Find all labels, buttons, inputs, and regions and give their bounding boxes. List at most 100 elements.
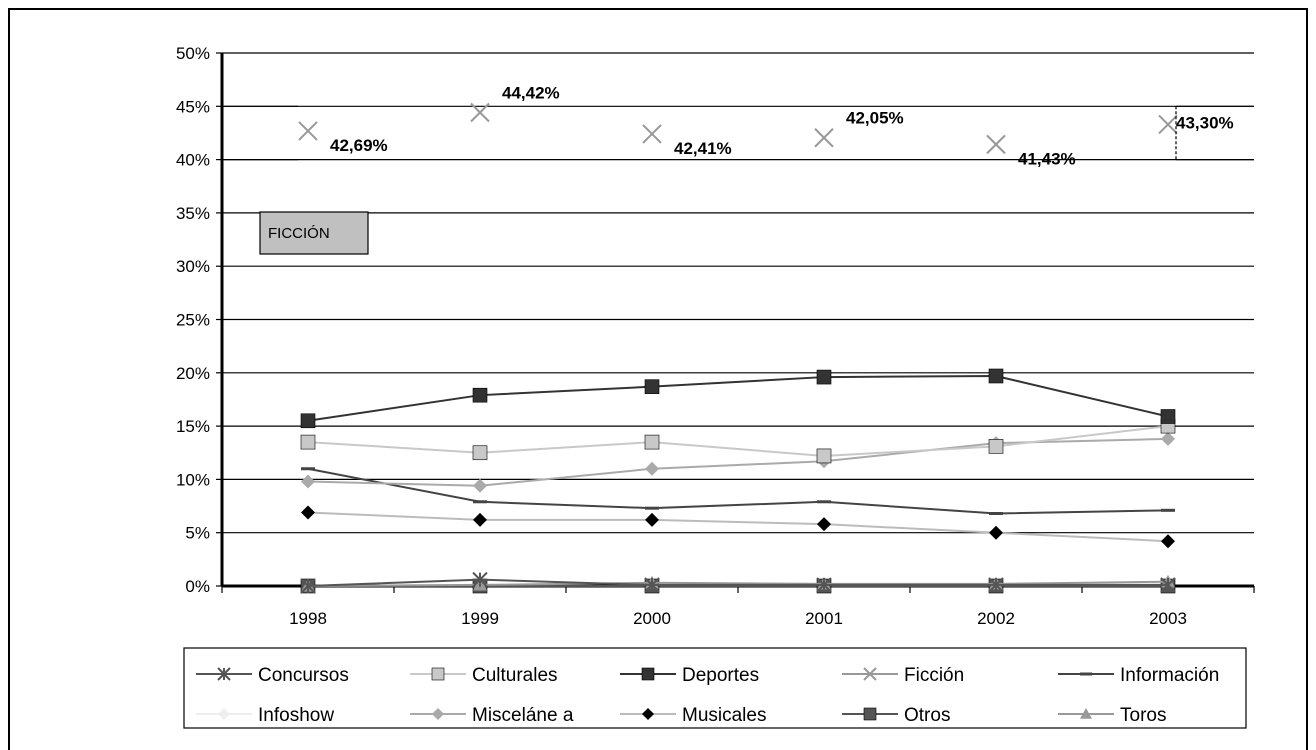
series-line bbox=[307, 374, 1169, 422]
data-point bbox=[988, 368, 1004, 384]
series-line bbox=[307, 578, 1168, 587]
data-point bbox=[300, 434, 316, 450]
legend-label: Misceláne a bbox=[472, 705, 574, 726]
y-tick-label: 15% bbox=[176, 417, 210, 436]
ficcion-annotation: FICCIÓN bbox=[259, 211, 369, 255]
series-informaci-n bbox=[301, 467, 1175, 516]
legend-entry: Culturales bbox=[410, 665, 558, 686]
data-point bbox=[817, 517, 831, 532]
data-point bbox=[644, 379, 660, 394]
legend-entry: Deportes bbox=[620, 665, 759, 686]
data-point bbox=[863, 667, 877, 681]
data-point bbox=[644, 434, 660, 450]
x-tick-label: 2000 bbox=[633, 609, 671, 628]
marker-stroke bbox=[642, 124, 662, 144]
legend-entry: Misceláne a bbox=[410, 705, 574, 726]
data-label: 42,05% bbox=[846, 109, 904, 128]
legend-entry: Otros bbox=[842, 705, 950, 726]
gridlines bbox=[222, 52, 1254, 534]
series-line bbox=[307, 580, 1169, 587]
legend-label: Deportes bbox=[682, 665, 759, 686]
series-line bbox=[307, 425, 1169, 457]
data-point bbox=[986, 134, 1006, 155]
y-axis: 0% 5% 10% 15% 20% 25% 30% 35% 40% 45% 50% bbox=[176, 44, 224, 596]
series-ficci-n bbox=[298, 102, 1178, 155]
data-point bbox=[431, 667, 445, 681]
data-point bbox=[473, 478, 487, 493]
y-tick-label: 10% bbox=[176, 470, 210, 489]
data-point bbox=[300, 578, 316, 594]
data-point bbox=[642, 124, 662, 144]
marker-stroke bbox=[298, 121, 318, 141]
data-point bbox=[814, 128, 834, 148]
x-tick-label: 1998 bbox=[289, 609, 327, 628]
legend-entry: Concursos bbox=[196, 665, 349, 686]
data-point bbox=[816, 577, 832, 593]
marker-stroke bbox=[470, 102, 490, 123]
series-deportes bbox=[300, 368, 1176, 429]
data-point bbox=[217, 667, 231, 681]
data-point bbox=[1160, 577, 1176, 593]
data-point bbox=[300, 413, 316, 429]
x-tick-label: 1999 bbox=[461, 609, 499, 628]
data-point bbox=[1161, 431, 1175, 446]
chart-frame bbox=[8, 8, 1308, 750]
data-point bbox=[645, 461, 659, 476]
x-tick-label: 2002 bbox=[977, 609, 1015, 628]
data-point bbox=[218, 708, 230, 720]
legend-label: Culturales bbox=[472, 665, 558, 686]
data-point bbox=[641, 667, 655, 681]
y-tick-label: 40% bbox=[176, 151, 210, 170]
data-point bbox=[1158, 114, 1178, 135]
legend-label: Concursos bbox=[258, 665, 349, 686]
series-concursos bbox=[300, 571, 1176, 594]
data-point bbox=[642, 708, 654, 720]
data-point bbox=[301, 474, 315, 489]
legend-label: Infoshow bbox=[258, 705, 334, 726]
data-point bbox=[472, 387, 488, 403]
y-tick-label: 0% bbox=[185, 577, 210, 596]
x-axis: 1998 1999 2000 2001 2002 2003 bbox=[221, 584, 1255, 628]
marker-stroke bbox=[986, 134, 1006, 155]
legend: Concursos Culturales Deportes Ficción Inform… bbox=[183, 647, 1247, 729]
data-point bbox=[301, 505, 315, 520]
legend-label: Ficción bbox=[904, 665, 964, 686]
marker-stroke bbox=[1158, 114, 1178, 135]
data-label: 41,43% bbox=[1018, 149, 1076, 168]
data-label: 42,69% bbox=[330, 136, 388, 155]
y-tick-label: 20% bbox=[176, 364, 210, 383]
y-tick-label: 30% bbox=[176, 257, 210, 276]
series-musicales bbox=[301, 505, 1175, 549]
annotation-box bbox=[259, 211, 369, 255]
data-point bbox=[816, 448, 832, 464]
series-line bbox=[307, 511, 1169, 543]
data-point bbox=[644, 577, 660, 593]
legend-entry: Toros bbox=[1058, 705, 1166, 726]
data-point bbox=[472, 445, 488, 461]
data-point bbox=[1080, 708, 1092, 719]
data-point bbox=[470, 102, 490, 123]
data-point bbox=[473, 512, 487, 527]
legend-label: Toros bbox=[1120, 705, 1166, 726]
legend-label: Musicales bbox=[682, 705, 766, 726]
data-point bbox=[298, 121, 318, 141]
x-tick-label: 2003 bbox=[1149, 609, 1187, 628]
data-point bbox=[472, 571, 488, 588]
y-tick-label: 35% bbox=[176, 204, 210, 223]
legend-label: Información bbox=[1120, 665, 1219, 686]
data-point bbox=[1161, 534, 1175, 549]
y-tick-label: 25% bbox=[176, 311, 210, 330]
data-labels: 42,69% 44,42% 42,41% 42,05% 41,43% 43,30% bbox=[222, 83, 1254, 168]
data-point bbox=[989, 525, 1003, 540]
data-point bbox=[1160, 409, 1176, 424]
data-label: 43,30% bbox=[1176, 113, 1234, 132]
series-layer bbox=[298, 102, 1178, 594]
marker-stroke bbox=[863, 667, 877, 681]
data-point bbox=[863, 707, 877, 721]
data-point bbox=[988, 439, 1004, 454]
data-point bbox=[432, 708, 444, 720]
y-tick-label: 45% bbox=[176, 97, 210, 116]
legend-entry: Musicales bbox=[620, 705, 766, 726]
data-label: 42,41% bbox=[674, 139, 732, 158]
data-point bbox=[645, 512, 659, 527]
